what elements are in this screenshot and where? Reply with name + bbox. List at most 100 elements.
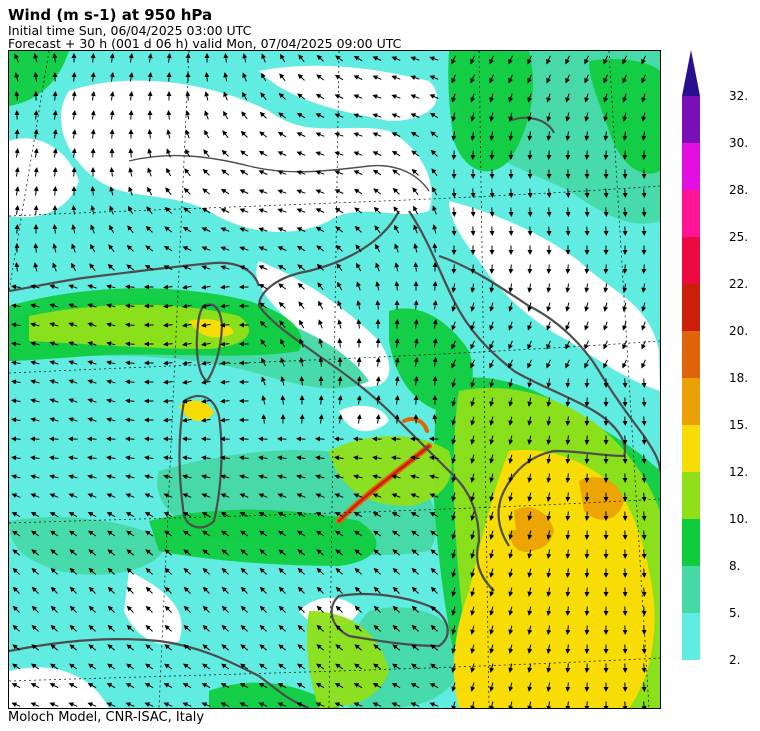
wind-arrow [296, 455, 306, 461]
wind-arrow [451, 131, 457, 141]
wind-arrow [508, 435, 514, 445]
wind-arrow [33, 167, 39, 177]
wind-arrow [546, 454, 552, 464]
wind-arrow [183, 530, 192, 537]
wind-arrow [508, 112, 514, 122]
wind-arrow [603, 340, 608, 350]
wind-arrow [147, 53, 153, 63]
wind-arrow [375, 243, 381, 253]
wind-arrow [431, 168, 438, 177]
wind-arrow [315, 226, 325, 233]
wind-arrow [489, 568, 495, 578]
wind-arrow [641, 188, 647, 198]
wind-arrow [391, 493, 401, 498]
wind-arrow [391, 455, 401, 461]
wind-arrow [470, 568, 476, 578]
wind-arrow [125, 683, 135, 689]
colorbar-segment [682, 237, 700, 284]
wind-arrow [451, 606, 457, 616]
wind-arrow [277, 131, 287, 138]
wind-arrow [11, 379, 21, 385]
wind-arrow [87, 417, 97, 423]
wind-arrow [470, 207, 476, 217]
wind-arrow [546, 416, 552, 426]
wind-arrow [451, 625, 457, 635]
wind-arrow [277, 455, 287, 461]
wind-arrow [240, 624, 248, 632]
wind-arrow [565, 587, 571, 597]
wind-arrow [429, 493, 439, 498]
wind-arrow [565, 93, 571, 103]
wind-arrow [315, 189, 325, 194]
wind-arrow [527, 321, 533, 331]
wind-arrow [147, 186, 153, 196]
wind-arrow [489, 511, 495, 521]
wind-arrow [508, 188, 514, 198]
wind-arrow [353, 113, 363, 119]
wind-arrow [318, 319, 323, 329]
wind-arrow [221, 530, 230, 537]
wind-arrow [356, 281, 361, 291]
wind-arrow [622, 302, 628, 312]
wind-arrow [527, 682, 533, 692]
wind-arrow [372, 493, 382, 498]
wind-arrow [30, 398, 40, 404]
wind-arrow [489, 492, 495, 502]
wind-arrow [220, 493, 230, 498]
wind-arrow [375, 262, 380, 272]
wind-arrow [109, 129, 115, 139]
wind-arrow [182, 322, 192, 328]
wind-arrow [641, 340, 646, 350]
wind-arrow [622, 321, 628, 331]
wind-arrow [144, 455, 154, 461]
wind-arrow [430, 530, 439, 537]
wind-arrow [182, 246, 192, 251]
wind-arrow [128, 205, 134, 215]
wind-arrow [126, 244, 134, 252]
wind-arrow [87, 360, 97, 366]
wind-arrow [394, 243, 399, 253]
wind-arrow [182, 284, 192, 290]
wind-arrow [508, 587, 514, 597]
wind-arrow [546, 511, 552, 521]
wind-arrow [356, 414, 362, 424]
wind-arrow [202, 663, 211, 670]
wind-arrow [259, 644, 268, 651]
wind-arrow [451, 568, 457, 578]
wind-arrow [432, 414, 438, 424]
wind-arrow [107, 549, 116, 556]
wind-arrow [87, 322, 97, 328]
wind-arrow [147, 129, 153, 139]
wind-arrow [413, 357, 419, 367]
wind-arrow [163, 474, 173, 480]
wind-arrow [546, 359, 551, 369]
wind-arrow [203, 149, 210, 158]
wind-arrow [52, 243, 58, 253]
wind-arrow [144, 493, 154, 498]
wind-arrow [316, 644, 325, 651]
wind-arrow [451, 663, 457, 673]
wind-arrow [220, 360, 230, 366]
wind-arrow [394, 281, 400, 291]
wind-arrow [49, 512, 59, 518]
wind-arrow [220, 455, 230, 461]
wind-arrow [391, 56, 401, 61]
wind-arrow [546, 587, 552, 597]
wind-arrow [565, 511, 571, 521]
wind-arrow [221, 644, 230, 651]
wind-arrow [353, 132, 363, 138]
wind-arrow [603, 55, 608, 65]
wind-arrow [71, 224, 77, 234]
colorbar-label: 28. [729, 183, 749, 197]
wind-arrow [185, 53, 191, 63]
wind-arrow [451, 188, 457, 198]
wind-arrow [584, 283, 590, 293]
wind-arrow [185, 129, 190, 139]
wind-arrow [145, 605, 153, 613]
wind-arrow [470, 131, 476, 141]
wind-arrow [220, 303, 230, 309]
wind-arrow [318, 395, 324, 405]
wind-arrow [429, 455, 439, 461]
wind-arrow [202, 188, 211, 195]
wind-arrow [391, 683, 401, 689]
